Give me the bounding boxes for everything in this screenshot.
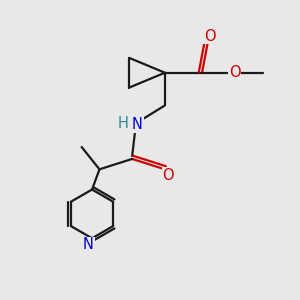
Text: N: N [132, 117, 143, 132]
Text: O: O [163, 168, 174, 183]
Text: H: H [117, 116, 128, 131]
Text: O: O [204, 29, 215, 44]
Text: N: N [83, 237, 94, 252]
Text: O: O [229, 65, 241, 80]
